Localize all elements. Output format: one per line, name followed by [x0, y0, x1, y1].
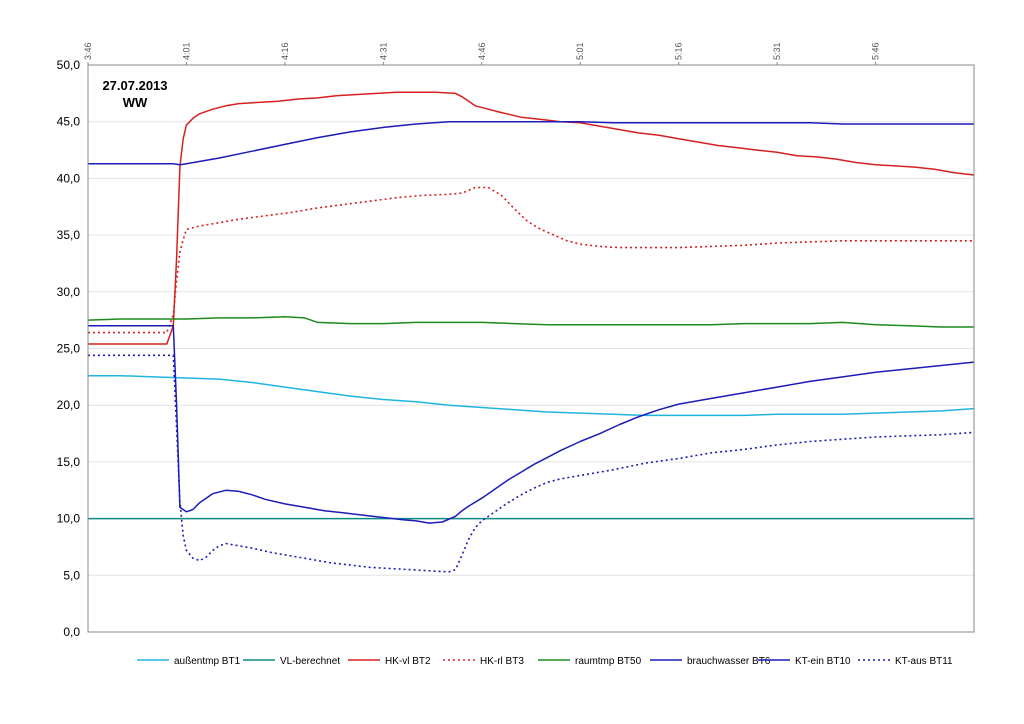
series-line-6 — [88, 120, 974, 166]
plot-area-border — [87, 64, 975, 633]
series-line-1 — [88, 374, 975, 417]
x-axis-ticks: 3:46 4:01 4:16 4:31 4:46 5:01 5:16 5:31 5:46 — [83, 42, 881, 65]
legend-label-2: VL-berechnet — [280, 656, 340, 667]
x-tick-label: 4:16 — [280, 42, 290, 60]
x-tick-label: 3:46 — [83, 42, 93, 60]
y-tick-label: 0,0 — [63, 625, 80, 639]
y-tick-label: 25,0 — [57, 342, 81, 356]
legend-label-5: raumtmp BT50 — [575, 656, 642, 667]
grid-lines — [88, 64, 974, 633]
y-tick-label: 10,0 — [57, 512, 81, 526]
x-tick-label: 5:16 — [674, 42, 684, 60]
x-tick-label: 5:01 — [575, 42, 585, 60]
y-tick-label: 50,0 — [57, 58, 81, 72]
series-line-5 — [87, 315, 974, 328]
series-line-4 — [88, 186, 974, 334]
legend-label-4: HK-rl BT3 — [480, 656, 524, 667]
chart-subtitle: WW — [123, 95, 148, 110]
legend-label-7: KT-ein BT10 — [795, 656, 851, 667]
legend: außentmp BT1 VL-berechnet HK-vl BT2 HK-rl B… — [137, 656, 953, 667]
legend-label-6: brauchwasser BT6 — [687, 656, 771, 667]
chart-title: 27.07.2013 — [102, 78, 167, 93]
x-tick-label: 4:31 — [378, 42, 388, 60]
series-line-8 — [88, 354, 975, 573]
series-line-7 — [88, 325, 975, 524]
series-line-3 — [88, 91, 975, 345]
y-tick-label: 15,0 — [57, 455, 81, 469]
x-tick-label: 4:01 — [181, 42, 191, 60]
y-tick-label: 40,0 — [57, 171, 81, 185]
y-axis-ticks: 0,0 5,0 10,0 15,0 20,0 25,0 30,0 35,0 40,0 45,0 50… — [57, 58, 81, 639]
legend-label-8: KT-aus BT11 — [895, 656, 953, 667]
x-tick-label: 5:46 — [871, 42, 881, 60]
y-tick-label: 30,0 — [57, 285, 81, 299]
y-tick-label: 35,0 — [57, 228, 81, 242]
series-layer — [87, 91, 975, 573]
x-tick-label: 5:31 — [772, 42, 782, 60]
y-tick-label: 5,0 — [63, 568, 80, 582]
y-tick-label: 20,0 — [57, 398, 81, 412]
legend-label-1: außentmp BT1 — [174, 656, 241, 667]
x-tick-label: 4:46 — [477, 42, 487, 60]
y-tick-label: 45,0 — [57, 115, 81, 129]
legend-label-3: HK-vl BT2 — [385, 656, 431, 667]
